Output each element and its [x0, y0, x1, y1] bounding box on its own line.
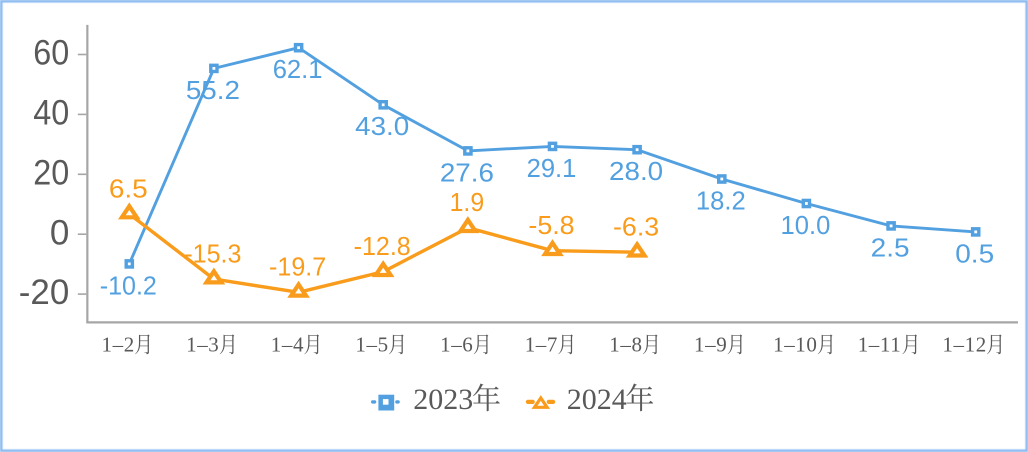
svg-text:2023: 2023 [413, 383, 473, 416]
svg-text:1–8: 1–8 [609, 333, 642, 357]
svg-text:-10.2: -10.2 [100, 270, 157, 300]
svg-text:2.5: 2.5 [871, 232, 910, 262]
svg-text:43.0: 43.0 [355, 111, 409, 141]
svg-text:18.2: 18.2 [696, 185, 746, 215]
svg-text:1–11: 1–11 [858, 333, 902, 357]
svg-text:1–3: 1–3 [186, 333, 219, 357]
svg-text:-19.7: -19.7 [269, 252, 326, 282]
svg-text:-12.8: -12.8 [354, 231, 411, 261]
svg-text:20: 20 [33, 153, 69, 192]
svg-text:1–2: 1–2 [102, 333, 135, 357]
svg-text:6.5: 6.5 [109, 173, 148, 203]
svg-text:1–4: 1–4 [271, 333, 304, 357]
svg-text:29.1: 29.1 [527, 153, 577, 183]
svg-text:62.1: 62.1 [273, 54, 323, 84]
svg-text:1–12: 1–12 [942, 333, 986, 357]
svg-text:2024: 2024 [567, 383, 627, 416]
svg-text:0: 0 [50, 213, 69, 252]
svg-text:0.5: 0.5 [955, 238, 994, 268]
svg-text:55.2: 55.2 [186, 75, 240, 105]
svg-text:1.9: 1.9 [450, 187, 485, 217]
svg-text:-6.3: -6.3 [613, 212, 659, 242]
svg-text:1–10: 1–10 [773, 333, 817, 357]
svg-text:40: 40 [33, 94, 69, 133]
svg-text:10.0: 10.0 [781, 210, 831, 240]
svg-text:1–7: 1–7 [525, 333, 558, 357]
svg-text:60: 60 [33, 34, 69, 73]
svg-text:28.0: 28.0 [609, 156, 663, 186]
svg-text:-20: -20 [19, 273, 70, 312]
svg-text:27.6: 27.6 [440, 157, 494, 187]
svg-text:1–5: 1–5 [355, 333, 388, 357]
svg-text:1–9: 1–9 [694, 333, 727, 357]
svg-text:-15.3: -15.3 [184, 239, 241, 269]
svg-text:-5.8: -5.8 [528, 210, 574, 240]
svg-text:1–6: 1–6 [440, 333, 473, 357]
